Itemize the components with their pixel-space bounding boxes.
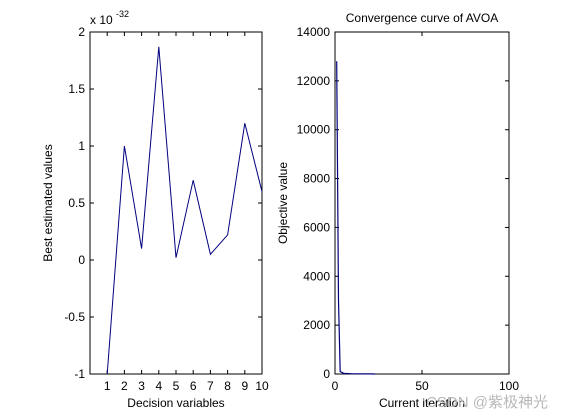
y-tick-label: 12000 — [297, 74, 331, 88]
right-series-line — [336, 61, 376, 375]
left-x-ticks: 1 2 3 4 5 6 7 8 9 10 — [104, 32, 269, 393]
right-x-axis-label: Current iteration — [379, 396, 465, 410]
x-tick-label: 6 — [190, 379, 197, 393]
y-tick-label: 1 — [78, 139, 85, 153]
y-tick-label: 14000 — [297, 25, 331, 39]
y-tick-label: 0 — [78, 253, 85, 267]
left-y-axis-label: Best estimated values — [41, 144, 55, 261]
y-tick-label: 1.5 — [68, 82, 85, 96]
x-tick-label: 3 — [138, 379, 145, 393]
y-tick-label: 0 — [323, 367, 330, 381]
x-tick-label: 100 — [499, 379, 519, 393]
y-tick-label: 2 — [78, 25, 85, 39]
watermark-text: CSDN @紫极神光 — [426, 394, 548, 411]
y-tick-label: 0.5 — [68, 196, 85, 210]
left-y-exponent-label: x 10 -32 — [90, 9, 129, 27]
y-tick-label: 8000 — [303, 172, 330, 186]
x-tick-label: 4 — [155, 379, 162, 393]
left-x-axis-label: Decision variables — [127, 396, 224, 410]
x-tick-label: 1 — [104, 379, 111, 393]
left-subplot: 1 2 3 4 5 6 7 8 9 10 -1-0.500.511.52 x 10 -32 Dec… — [41, 9, 269, 410]
y-tick-label: 4000 — [303, 269, 330, 283]
right-subplot: 0 50 100 02000400060008000100001200014000 … — [276, 11, 519, 410]
y-tick-label: 10000 — [297, 123, 331, 137]
x-tick-label: 5 — [173, 379, 180, 393]
x-tick-label: 7 — [207, 379, 214, 393]
left-y-exponent-base: x 10 — [90, 13, 113, 27]
right-x-ticks: 0 50 100 — [332, 32, 519, 393]
right-chart-title: Convergence curve of AVOA — [346, 11, 499, 25]
y-tick-label: -0.5 — [64, 310, 85, 324]
x-tick-label: 0 — [332, 379, 339, 393]
y-tick-label: -1 — [74, 367, 85, 381]
right-y-axis-label: Objective value — [276, 162, 290, 244]
left-series-line — [106, 46, 263, 375]
y-tick-label: 2000 — [303, 318, 330, 332]
right-y-ticks: 0 2000 4000 6000 8000 10000 12000 14000 — [297, 25, 509, 381]
x-tick-label: 9 — [241, 379, 248, 393]
y-tick-label: 6000 — [303, 220, 330, 234]
x-tick-label: 8 — [224, 379, 231, 393]
x-tick-label: 2 — [121, 379, 128, 393]
x-tick-label: 50 — [415, 379, 429, 393]
x-tick-label: 10 — [255, 379, 269, 393]
left-y-exponent-power: -32 — [116, 9, 129, 19]
left-y-ticks: -1 -0.5 0 0.5 1 1.5 2 — [64, 25, 262, 381]
